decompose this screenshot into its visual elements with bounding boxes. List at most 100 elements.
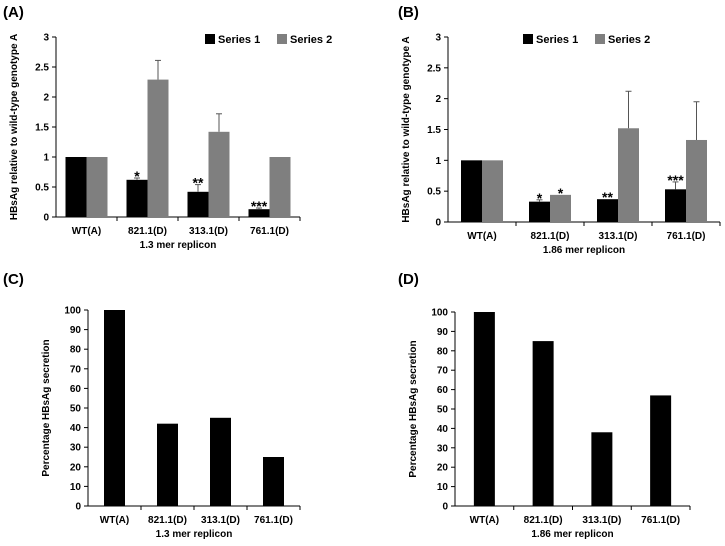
chart-a-bar-series-1 (126, 179, 148, 217)
chart-d-y-tick-label: 30 (437, 443, 449, 454)
chart-b-bar-series-1 (529, 201, 550, 222)
chart-a-x-tick-label: WT(A) (72, 226, 101, 237)
chart-a-bar-series-2 (269, 157, 291, 217)
chart-a-bar-series-2 (208, 131, 230, 217)
chart-a-bar-series-1 (187, 191, 209, 217)
chart-d-x-tick-label: 313.1(D) (582, 515, 621, 526)
chart-d-y-tick-label: 60 (437, 385, 449, 396)
chart-a-bar-series-1 (65, 157, 87, 217)
chart-b-y-tick-label: 3 (435, 33, 441, 44)
chart-b-legend-label-1: Series 1 (536, 34, 578, 46)
chart-a-bar-series-2 (86, 157, 108, 217)
panel-label-b: (B) (398, 4, 419, 21)
chart-c-bar (104, 310, 125, 506)
chart-c-x-axis-label: 1.3 mer replicon (156, 529, 233, 540)
chart-c-x-tick-label: 761.1(D) (254, 515, 293, 526)
chart-c-y-tick-label: 80 (70, 345, 82, 356)
chart-a-significance-star: * (134, 168, 140, 184)
chart-c-y-tick-label: 10 (70, 482, 82, 493)
chart-b-x-tick-label: WT(A) (467, 231, 496, 242)
chart-b-x-tick-label: 761.1(D) (667, 231, 706, 242)
chart-c-y-tick-label: 50 (70, 404, 82, 415)
panel-label-d: (D) (398, 271, 419, 288)
chart-b-x-tick-label: 821.1(D) (531, 231, 570, 242)
chart-b-y-tick-label: 2 (435, 94, 441, 105)
chart-a-y-tick-label: 0 (43, 213, 49, 224)
chart-c-bar (157, 423, 178, 506)
chart-a-legend-swatch-1 (205, 34, 215, 44)
chart-a-x-tick-label: 761.1(D) (250, 226, 289, 237)
chart-b-y-tick-label: 1 (435, 156, 441, 167)
chart-b-significance-star: * (558, 185, 564, 201)
chart-c-y-tick-label: 0 (75, 502, 81, 513)
panel-label-c: (C) (3, 271, 24, 288)
chart-d-y-tick-label: 20 (437, 463, 449, 474)
chart-c-y-tick-label: 20 (70, 462, 82, 473)
chart-a-y-tick-label: 0.5 (35, 183, 49, 194)
chart-a-y-axis-label: HBsAg relative to wild-type genotype A (9, 34, 20, 220)
chart-d-y-tick-label: 50 (437, 405, 449, 416)
chart-d-y-tick-label: 40 (437, 424, 449, 435)
chart-b-bar-series-2 (550, 194, 571, 222)
chart-c-x-tick-label: 821.1(D) (148, 515, 187, 526)
chart-d-y-tick-label: 90 (437, 327, 449, 338)
panel-label-a: (A) (3, 4, 24, 21)
chart-b-bar-series-1 (665, 189, 686, 222)
chart-b-significance-star: *** (667, 172, 684, 188)
chart-b-bar-series-1 (597, 199, 618, 222)
chart-c-bar (210, 417, 231, 506)
chart-b-significance-star: ** (602, 189, 613, 205)
chart-d-x-tick-label: WT(A) (470, 515, 499, 526)
chart-d-bar (650, 395, 672, 506)
chart-b-bar-series-2 (618, 128, 639, 222)
chart-d-y-tick-label: 70 (437, 366, 449, 377)
chart-b-bar-series-2 (482, 160, 503, 222)
chart-c-y-axis-label: Percentage HBsAg secretion (41, 339, 52, 476)
chart-b-y-tick-label: 0.5 (427, 187, 441, 198)
chart-a-x-axis-label: 1.3 mer replicon (140, 240, 217, 251)
chart-a-y-tick-label: 3 (43, 33, 49, 44)
chart-a-significance-star: *** (251, 198, 268, 214)
chart-d-bar (473, 312, 495, 506)
chart-b-x-tick-label: 313.1(D) (599, 231, 638, 242)
chart-c-y-tick-label: 40 (70, 423, 82, 434)
chart-b-bar-series-1 (461, 160, 482, 222)
chart-d-y-tick-label: 10 (437, 482, 449, 493)
chart-b-bar-series-2 (686, 139, 707, 222)
chart-b-y-tick-label: 2.5 (427, 63, 441, 74)
chart-d-bar (591, 432, 613, 506)
chart-c-y-tick-label: 70 (70, 364, 82, 375)
chart-d-x-axis-label: 1.86 mer replicon (531, 529, 613, 540)
chart-d-y-tick-label: 80 (437, 346, 449, 357)
chart-a-y-tick-label: 1.5 (35, 123, 49, 134)
chart-b-legend-swatch-2 (595, 34, 605, 44)
chart-b-y-axis-label: HBsAg relative to wild-type genotype A (401, 36, 412, 222)
chart-d-x-tick-label: 821.1(D) (524, 515, 563, 526)
chart-a-y-tick-label: 2 (43, 93, 49, 104)
chart-a-x-tick-label: 821.1(D) (128, 226, 167, 237)
chart-d-y-tick-label: 0 (442, 502, 448, 513)
chart-c-x-tick-label: WT(A) (100, 515, 129, 526)
chart-a-y-tick-label: 2.5 (35, 63, 49, 74)
chart-d-y-tick-label: 100 (431, 308, 448, 319)
chart-b-significance-star: * (537, 190, 543, 206)
chart-c-x-tick-label: 313.1(D) (201, 515, 240, 526)
chart-b-y-tick-label: 0 (435, 218, 441, 229)
chart-c-bar (263, 457, 284, 506)
chart-b-legend-swatch-1 (523, 34, 533, 44)
chart-a-legend-swatch-2 (277, 34, 287, 44)
chart-b-legend-label-2: Series 2 (608, 34, 650, 46)
chart-c-y-tick-label: 100 (64, 306, 81, 317)
chart-a-legend-label-2: Series 2 (290, 34, 332, 46)
chart-c-y-tick-label: 60 (70, 384, 82, 395)
chart-c-y-tick-label: 30 (70, 443, 82, 454)
chart-a-significance-star: ** (193, 175, 204, 191)
chart-a-bar-series-1 (248, 209, 270, 217)
chart-a-x-tick-label: 313.1(D) (189, 226, 228, 237)
chart-a-bar-series-2 (147, 79, 169, 217)
chart-d-x-tick-label: 761.1(D) (641, 515, 680, 526)
chart-d-bar (532, 341, 554, 506)
chart-c-y-tick-label: 90 (70, 325, 82, 336)
chart-a-legend-label-1: Series 1 (218, 34, 260, 46)
